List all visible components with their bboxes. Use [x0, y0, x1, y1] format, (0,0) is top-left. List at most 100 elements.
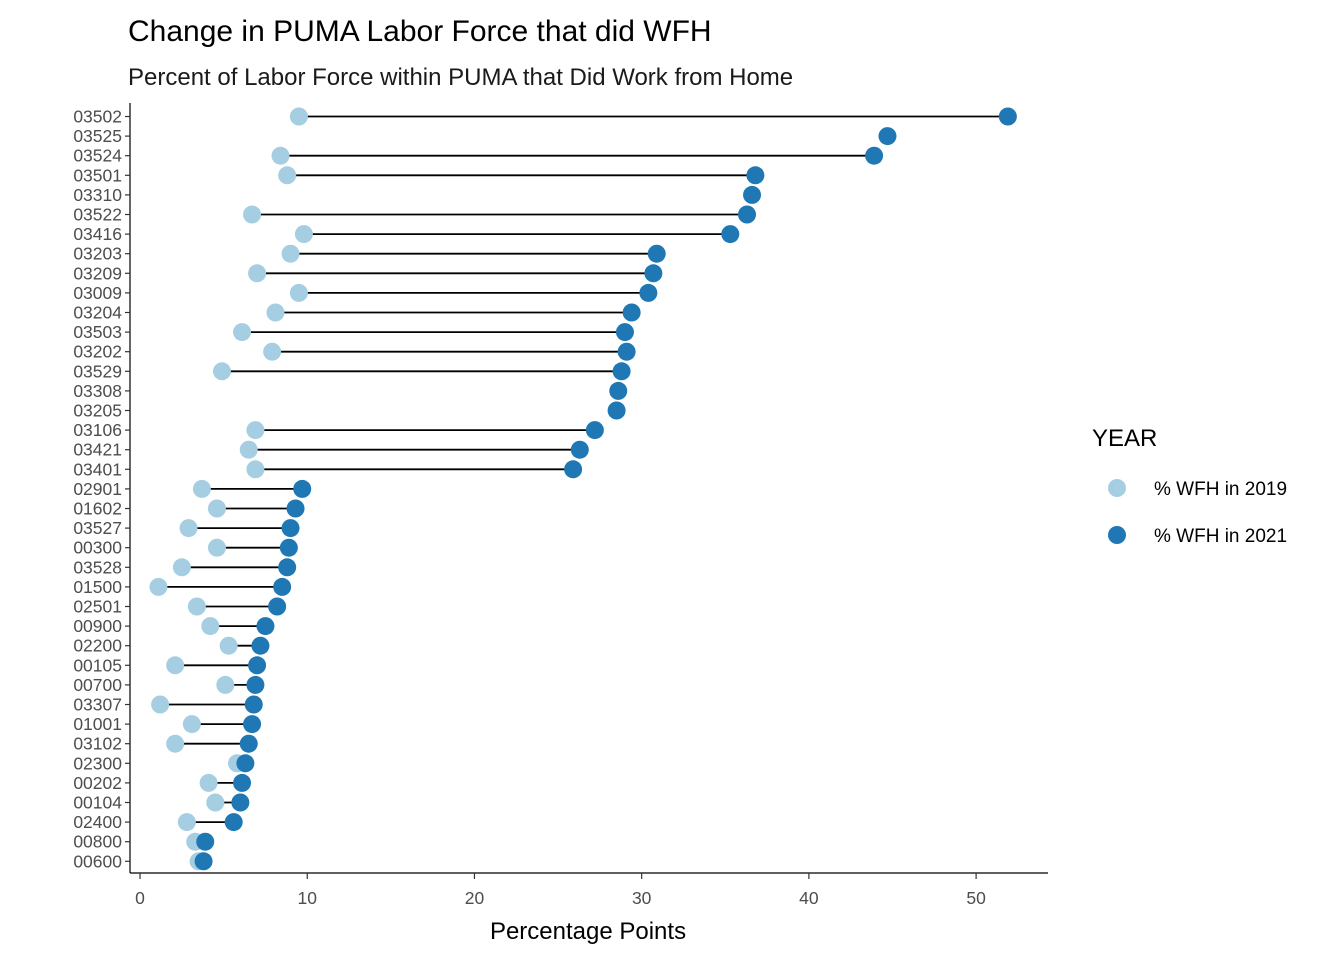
chart-title: Change in PUMA Labor Force that did WFH — [128, 15, 712, 48]
y-tick-label: 00105 — [73, 655, 122, 675]
point-2021-03529 — [612, 362, 631, 381]
y-tick-label: 03106 — [73, 420, 122, 440]
point-2021-03205 — [607, 401, 626, 420]
x-tick-label: 20 — [465, 888, 485, 908]
point-2019-01500 — [149, 577, 168, 596]
point-2019-03106 — [246, 421, 265, 440]
point-2021-03421 — [570, 440, 589, 459]
point-2021-00202 — [233, 773, 252, 792]
x-tick-label: 10 — [298, 888, 318, 908]
y-tick-label: 03401 — [73, 459, 122, 479]
y-tick-label: 00202 — [73, 773, 122, 793]
point-2021-00105 — [248, 656, 267, 675]
y-tick-label: 00800 — [73, 832, 122, 852]
y-tick-label: 03522 — [73, 205, 122, 225]
point-2021-00900 — [256, 617, 275, 636]
point-2019-03203 — [281, 244, 300, 263]
point-2021-03106 — [585, 421, 604, 440]
y-tick-label: 00700 — [73, 675, 122, 695]
y-tick-label: 01500 — [73, 577, 122, 597]
y-tick-label: 03525 — [73, 126, 122, 146]
point-2021-02901 — [293, 479, 312, 498]
point-2019-03416 — [294, 225, 313, 244]
y-tick-label: 03202 — [73, 342, 122, 362]
segments-layer — [158, 115, 1008, 863]
point-2019-03501 — [278, 166, 297, 185]
point-2019-03524 — [271, 146, 290, 165]
point-2021-02300 — [236, 754, 255, 773]
point-2019-00104 — [206, 793, 225, 812]
legend-title: YEAR — [1092, 425, 1157, 452]
point-2021-03524 — [865, 146, 884, 165]
y-tick-label: 03527 — [73, 518, 122, 538]
y-tick-label: 00300 — [73, 538, 122, 558]
point-2021-03528 — [278, 558, 297, 577]
point-2019-00105 — [166, 656, 185, 675]
y-tick-label: 03529 — [73, 361, 122, 381]
point-2019-02200 — [219, 636, 238, 655]
y-tick-label: 03307 — [73, 695, 122, 715]
legend-label-2019: % WFH in 2019 — [1154, 479, 1287, 500]
point-2021-03009 — [639, 283, 658, 302]
point-2019-02501 — [187, 597, 206, 616]
point-2019-01602 — [207, 499, 226, 518]
plot-area — [149, 107, 1017, 871]
point-2021-01602 — [286, 499, 305, 518]
point-2019-00900 — [201, 617, 220, 636]
legend: YEAR % WFH in 2019 % WFH in 2021 — [1092, 425, 1287, 547]
legend-key-2021 — [1108, 526, 1126, 544]
y-tick-label: 00600 — [73, 851, 122, 871]
point-2021-03310 — [743, 185, 762, 204]
chart-subtitle: Percent of Labor Force within PUMA that … — [128, 64, 793, 91]
y-tick-label: 03308 — [73, 381, 122, 401]
y-tick-label: 03416 — [73, 224, 122, 244]
point-2019-01001 — [182, 715, 201, 734]
point-2019-00300 — [207, 538, 226, 557]
point-2021-01500 — [273, 577, 292, 596]
x-tick-label: 50 — [966, 888, 986, 908]
y-tick-label: 03209 — [73, 263, 122, 283]
y-tick-label: 03502 — [73, 107, 122, 127]
y-tick-label: 03205 — [73, 401, 122, 421]
y-tick-label: 01602 — [73, 499, 122, 519]
x-tick-label: 0 — [135, 888, 145, 908]
point-2021-01001 — [243, 715, 262, 734]
y-tick-label: 03501 — [73, 165, 122, 185]
y-tick-label: 03310 — [73, 185, 122, 205]
point-2019-00202 — [199, 773, 218, 792]
point-2021-03209 — [644, 264, 663, 283]
y-tick-label: 02400 — [73, 812, 122, 832]
legend-key-2019 — [1108, 479, 1126, 497]
y-tick-label: 03503 — [73, 322, 122, 342]
y-tick-label: 02501 — [73, 597, 122, 617]
point-2019-03202 — [263, 342, 282, 361]
y-tick-label: 03204 — [73, 303, 122, 323]
point-2019-03204 — [266, 303, 285, 322]
y-tick-label: 02200 — [73, 636, 122, 656]
point-2021-02501 — [268, 597, 287, 616]
point-2021-02200 — [251, 636, 270, 655]
point-2019-03401 — [246, 460, 265, 479]
point-2019-03307 — [151, 695, 170, 714]
point-2021-03401 — [564, 460, 583, 479]
y-tick-label: 02901 — [73, 479, 122, 499]
x-axis: 0 10 20 30 40 50 — [135, 873, 986, 908]
x-tick-label: 40 — [799, 888, 819, 908]
y-tick-label: 03102 — [73, 734, 122, 754]
point-2021-03102 — [239, 734, 258, 753]
point-2021-00104 — [231, 793, 250, 812]
y-tick-label: 00900 — [73, 616, 122, 636]
legend-label-2021: % WFH in 2021 — [1154, 526, 1287, 547]
point-2019-03527 — [179, 519, 198, 538]
point-2021-00600 — [194, 852, 213, 871]
point-2021-03502 — [998, 107, 1017, 126]
point-2019-03009 — [289, 283, 308, 302]
y-tick-label: 03528 — [73, 557, 122, 577]
point-2019-00700 — [216, 675, 235, 694]
point-2021-00700 — [246, 675, 265, 694]
point-2019-03102 — [166, 734, 185, 753]
points-layer — [149, 107, 1017, 871]
point-2019-02901 — [192, 479, 211, 498]
point-2019-03528 — [172, 558, 191, 577]
